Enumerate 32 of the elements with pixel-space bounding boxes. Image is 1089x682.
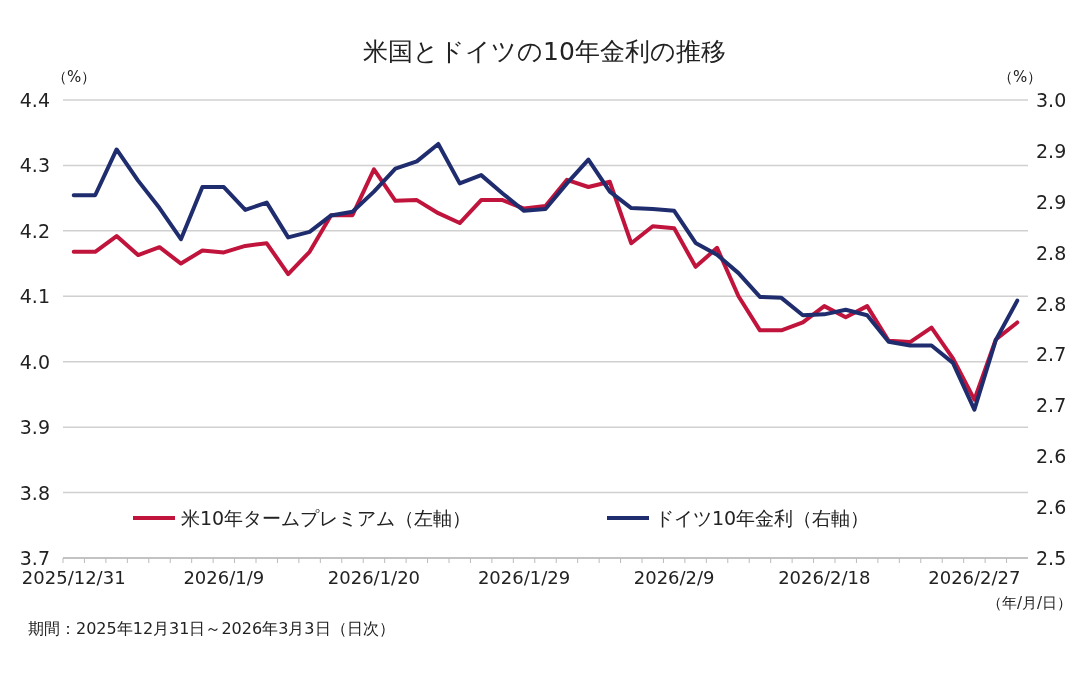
y-tick-label: 4.4 [19, 89, 50, 111]
y2-tick-label: 2.6 [1036, 445, 1067, 468]
y2-tick-label: 2.9 [1036, 139, 1067, 162]
x-tick-label: 2026/2/18 [778, 567, 871, 588]
y2-tick-label: 3.0 [1036, 89, 1067, 111]
y2-tick-label: 2.8 [1036, 292, 1067, 315]
y-tick-label: 4.2 [19, 219, 50, 242]
x-tick-label: 2026/1/9 [183, 567, 265, 588]
y2-tick-label: 2.9 [1036, 190, 1067, 213]
y-tick-label: 4.1 [19, 285, 50, 308]
legend-label: 米10年タームプレミアム（左軸） [181, 507, 472, 529]
x-tick-label: 2026/1/29 [477, 567, 571, 588]
y2-axis-title: （%） [998, 68, 1043, 86]
x-axis-title: （年/月/日） [986, 594, 1072, 612]
y-tick-label: 3.9 [19, 416, 50, 439]
y2-tick-label: 2.5 [1036, 547, 1067, 569]
y-tick-label: 3.8 [19, 481, 50, 504]
x-tick-label: 2026/2/27 [928, 567, 1021, 588]
x-tick-label: 2026/2/9 [633, 567, 715, 588]
y2-tick-label: 2.6 [1036, 496, 1067, 519]
x-tick-label: 2026/1/20 [327, 567, 421, 588]
y-tick-label: 4.0 [19, 350, 50, 373]
chart-title: 米国とドイツの10年金利の推移 [363, 37, 726, 66]
x-tick-label: 2025/12/31 [21, 567, 126, 588]
y-tick-label: 4.3 [19, 154, 50, 177]
y2-tick-label: 2.7 [1036, 343, 1067, 366]
text: 期間：2025年12月31日～2026年3月3日（日次） [28, 619, 395, 638]
y-tick-label: 3.7 [19, 547, 50, 569]
y-axis-title: （%） [52, 68, 97, 86]
legend-label: ドイツ10年金利（右軸） [655, 507, 870, 529]
y2-tick-label: 2.7 [1036, 394, 1067, 417]
y2-tick-label: 2.8 [1036, 241, 1067, 264]
